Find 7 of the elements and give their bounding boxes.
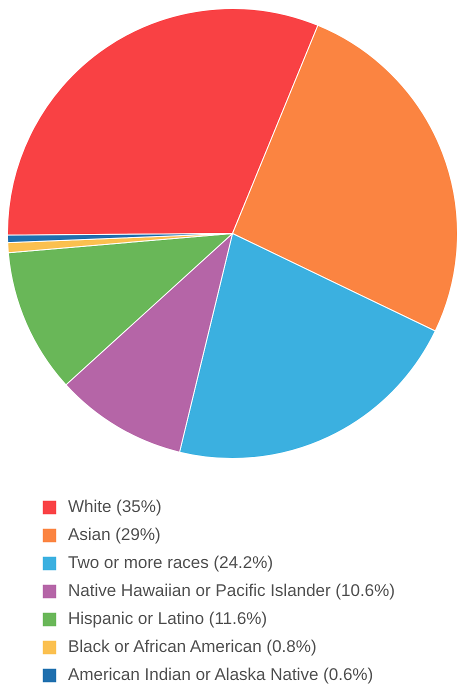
legend-label: Two or more races (24.2%) bbox=[68, 553, 274, 573]
legend-label: White (35%) bbox=[68, 497, 162, 517]
legend-label: Hispanic or Latino (11.6%) bbox=[68, 609, 268, 629]
legend-label: Black or African American (0.8%) bbox=[68, 637, 316, 657]
legend-label: Native Hawaiian or Pacific Islander (10.6%) bbox=[68, 581, 395, 601]
legend-label: American Indian or Alaska Native (0.6%) bbox=[68, 665, 374, 685]
legend-label: Asian (29%) bbox=[68, 525, 161, 545]
